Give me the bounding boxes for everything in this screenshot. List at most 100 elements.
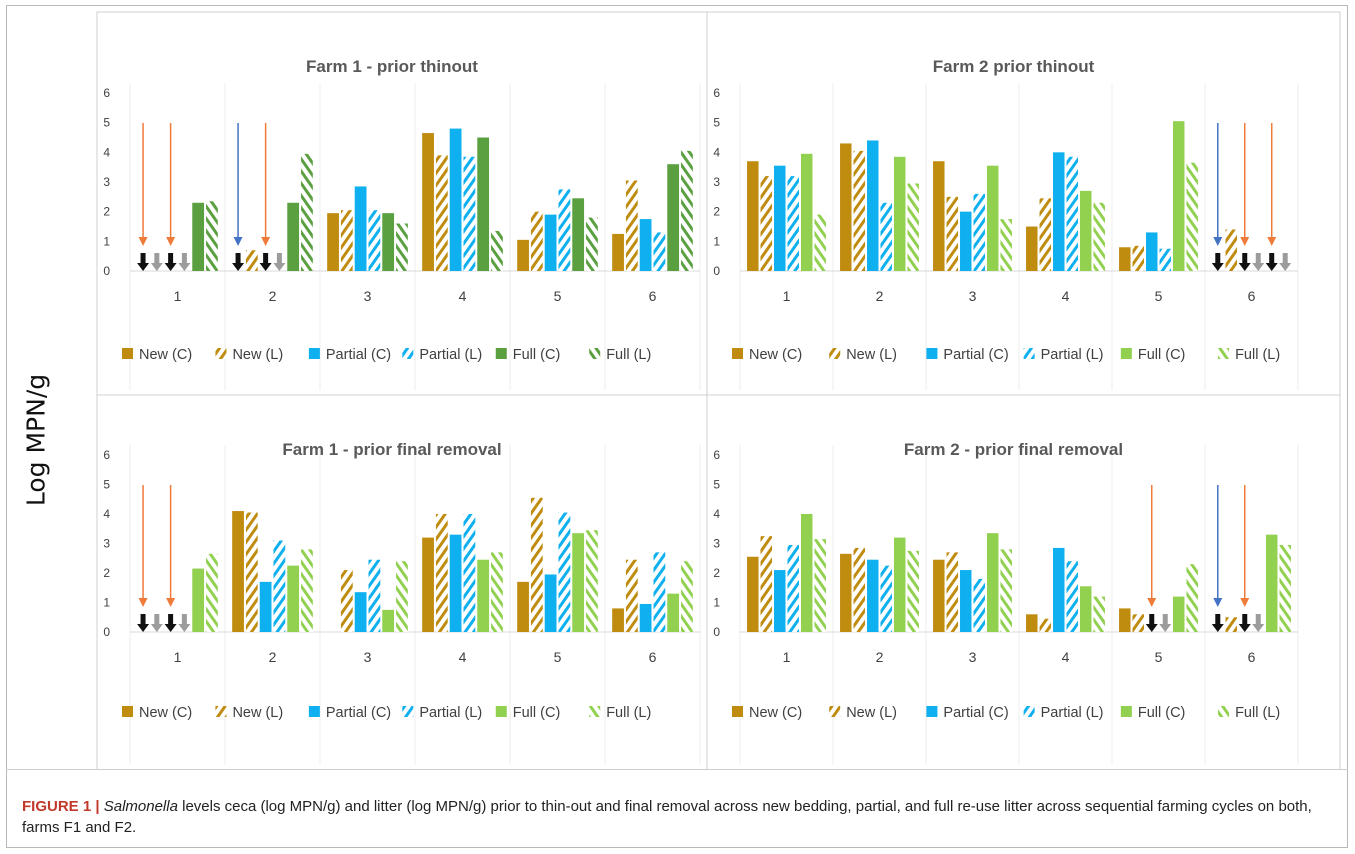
bar-new-l xyxy=(1132,245,1145,271)
legend-swatch xyxy=(829,706,841,717)
bar-new-c xyxy=(840,143,852,271)
indicator-arrow-head xyxy=(138,598,148,607)
bar-new-l xyxy=(853,150,866,271)
legend-label: New (L) xyxy=(846,347,897,363)
y-tick-label: 4 xyxy=(103,507,110,521)
x-tick-label: 1 xyxy=(174,288,182,304)
bar-full-c xyxy=(287,202,300,271)
bar-new-l xyxy=(530,211,543,271)
bar-new-c xyxy=(1119,247,1131,271)
figure-frame xyxy=(6,5,1348,848)
bar-new-l xyxy=(1225,617,1238,632)
figure-caption: FIGURE 1 | Salmonella levels ceca (log M… xyxy=(22,796,1332,838)
y-tick-label: 6 xyxy=(713,86,720,100)
legend-swatch xyxy=(495,348,507,359)
bar-partial-c xyxy=(639,603,652,632)
bar-full-l xyxy=(586,530,598,632)
bar-full-c xyxy=(1172,121,1185,271)
below-detection-marker xyxy=(1145,614,1158,632)
bar-full-c xyxy=(893,537,906,632)
y-tick-label: 2 xyxy=(103,205,110,219)
bar-partial-c xyxy=(774,570,786,632)
bar-new-c xyxy=(747,556,759,632)
y-tick-label: 0 xyxy=(713,625,720,639)
indicator-arrow-head xyxy=(1213,237,1223,246)
y-tick-label: 0 xyxy=(103,625,110,639)
bar-full-l xyxy=(1000,549,1012,632)
bar-full-c xyxy=(287,565,300,632)
legend-label: Partial (C) xyxy=(326,347,391,363)
bar-partial-c xyxy=(867,140,879,271)
legend-label: Full (L) xyxy=(1235,705,1280,721)
bar-partial-c xyxy=(354,592,367,632)
bar-full-l xyxy=(907,183,919,271)
bar-full-l xyxy=(1186,564,1198,632)
y-tick-label: 6 xyxy=(713,448,720,462)
bar-partial-l xyxy=(787,544,799,632)
indicator-arrow-head xyxy=(1240,598,1250,607)
chart-title: Farm 2 - prior final removal xyxy=(904,440,1123,459)
x-tick-label: 4 xyxy=(1062,649,1070,665)
y-tick-label: 5 xyxy=(103,478,110,492)
chart-panel-1: Farm 1 - prior thinout 0 1 2 3 4 5 6 1 2 3 4 5 6 New (… xyxy=(96,11,708,396)
legend-swatch xyxy=(215,706,227,717)
x-tick-label: 2 xyxy=(269,288,277,304)
legend-label: Full (C) xyxy=(1138,347,1186,363)
legend-label: Partial (C) xyxy=(326,705,391,721)
bar-full-l xyxy=(301,549,313,632)
bar-full-c xyxy=(893,156,906,271)
bar-new-l xyxy=(435,514,448,632)
bar-full-l xyxy=(491,230,503,271)
y-tick-label: 6 xyxy=(103,448,110,462)
bar-new-l xyxy=(625,180,638,271)
y-tick-label: 5 xyxy=(103,116,110,130)
below-detection-marker xyxy=(137,253,150,271)
y-tick-label: 3 xyxy=(713,537,720,551)
bar-partial-l xyxy=(973,578,985,632)
bar-new-c xyxy=(422,133,434,271)
bar-partial-c xyxy=(639,219,652,271)
indicator-arrow-head xyxy=(1147,598,1157,607)
chart-panel-2: Farm 2 prior thinout 0 1 2 3 4 5 6 1 2 3 4 5 6 New (C)… xyxy=(706,11,1341,396)
y-tick-label: 1 xyxy=(713,596,720,610)
x-tick-label: 3 xyxy=(969,649,977,665)
bar-partial-c xyxy=(867,559,879,632)
below-detection-marker xyxy=(1265,253,1278,271)
below-detection-marker xyxy=(1211,614,1224,632)
below-detection-marker xyxy=(1279,253,1292,271)
bar-full-l xyxy=(301,153,313,271)
y-tick-label: 6 xyxy=(103,86,110,100)
below-detection-marker xyxy=(150,614,163,632)
bar-full-l xyxy=(206,553,218,632)
legend-swatch xyxy=(308,706,320,717)
bar-partial-c xyxy=(1146,232,1158,271)
bar-new-c xyxy=(232,511,244,632)
legend-swatch xyxy=(122,706,133,717)
bar-new-l xyxy=(1039,618,1052,632)
below-detection-marker xyxy=(164,253,177,271)
bar-partial-l xyxy=(368,559,381,632)
bar-full-l xyxy=(1186,162,1198,271)
x-tick-label: 5 xyxy=(554,649,562,665)
bar-full-c xyxy=(477,559,490,632)
bar-partial-c xyxy=(259,581,272,632)
legend-label: New (L) xyxy=(232,347,283,363)
legend-swatch xyxy=(829,348,841,359)
bar-partial-l xyxy=(273,540,286,632)
indicator-arrow-head xyxy=(166,598,176,607)
bar-full-l xyxy=(907,550,919,632)
below-detection-marker xyxy=(1238,253,1251,271)
legend-swatch xyxy=(589,348,601,359)
bar-new-c xyxy=(933,559,945,632)
chart-title: Farm 1 - prior final removal xyxy=(282,440,501,459)
indicator-arrow-head xyxy=(261,237,271,246)
bar-partial-l xyxy=(558,512,571,632)
y-tick-label: 1 xyxy=(103,234,110,248)
below-detection-marker xyxy=(232,253,245,271)
below-detection-marker xyxy=(273,253,286,271)
x-tick-label: 6 xyxy=(649,649,657,665)
bar-partial-l xyxy=(368,210,381,271)
bar-partial-l xyxy=(880,565,892,632)
x-tick-label: 2 xyxy=(876,649,884,665)
chart-panel-4: Farm 2 - prior final removal 0 1 2 3 4 5 6 1 2 3 4 5… xyxy=(706,394,1341,770)
